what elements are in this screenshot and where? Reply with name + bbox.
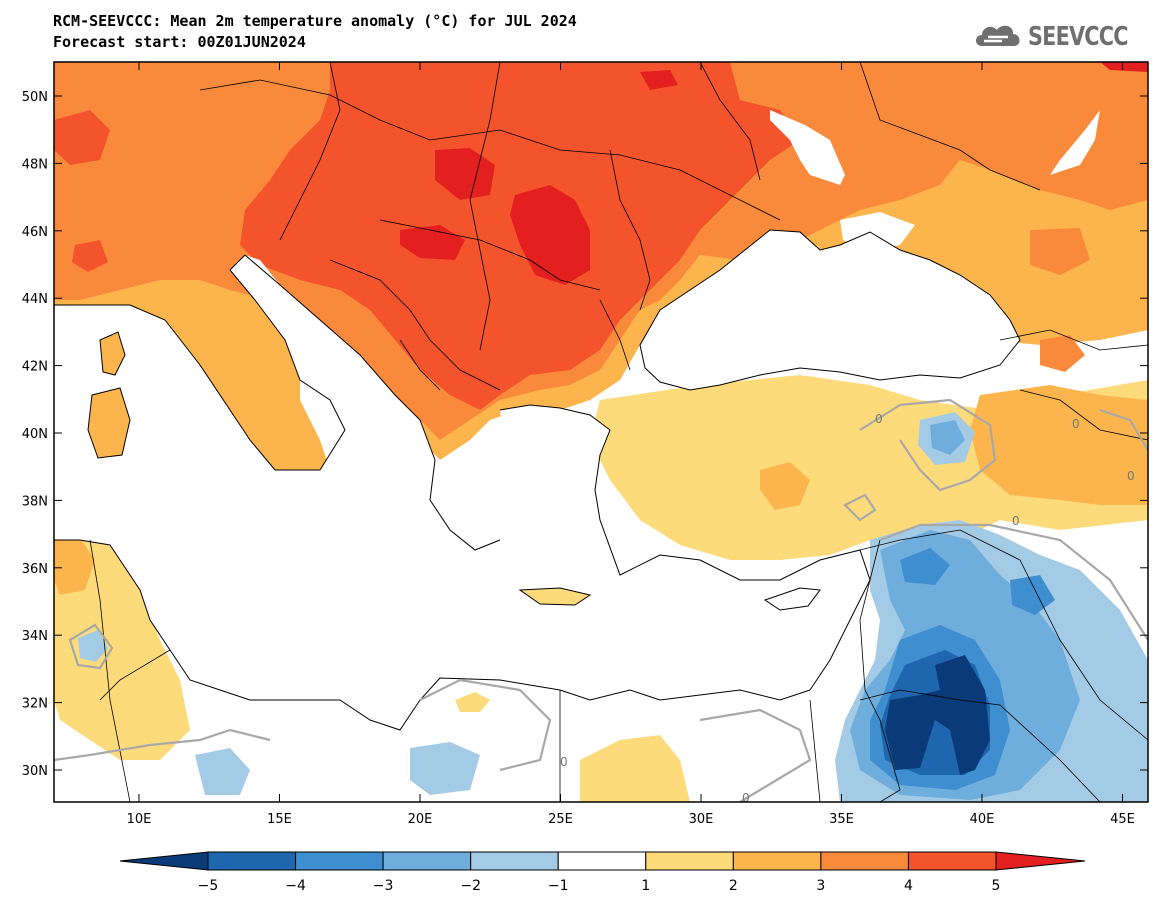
lat-label: 50N [22, 90, 48, 105]
anomaly-band-minus-3-4 [1010, 575, 1055, 615]
lat-label: 42N [22, 360, 48, 375]
lon-label: 15E [267, 812, 292, 827]
anomaly-band-2-3 [970, 385, 1148, 505]
colorbar-segment [470, 851, 559, 871]
lon-label: 35E [829, 812, 854, 827]
dnieper-reservoir [770, 110, 845, 185]
latitude-axis: 50N 48N 46N 44N 42N 40N 38N 36N 34N 32N 30N [22, 90, 1148, 779]
anomaly-band-minus-1-2 [78, 630, 108, 662]
lon-label: 25E [548, 812, 573, 827]
lon-label: 45E [1110, 812, 1135, 827]
lon-label: 10E [127, 812, 152, 827]
anomaly-band-1-2 [580, 735, 690, 802]
adriatic-highlight [245, 255, 370, 395]
colorbar-segment [907, 851, 997, 871]
colorbar-segment [207, 851, 297, 871]
anomaly-band-1-2 [455, 692, 490, 712]
anomaly-band-above-5 [1100, 62, 1148, 72]
black-sea [640, 230, 1020, 390]
aegean-sea [500, 405, 610, 530]
lat-label: 32N [22, 697, 48, 712]
colorbar-label: −3 [373, 878, 394, 894]
contour-label: 0 [1127, 469, 1135, 483]
anomaly-band-minus-1-2 [195, 748, 250, 795]
colorbar-label: −5 [198, 878, 219, 894]
anomaly-band-3-4 [1030, 228, 1090, 275]
lat-label: 46N [22, 225, 48, 240]
zero-contours [54, 398, 1148, 802]
anomaly-band-minus-3-4 [900, 548, 950, 585]
anomaly-band-4-5 [54, 110, 110, 165]
crete [518, 587, 592, 606]
colorbar-segment [732, 851, 822, 871]
colorbar-label: 4 [904, 878, 913, 894]
colorbar-label: 1 [641, 878, 650, 894]
anomaly-band-minus-2-3 [930, 420, 965, 455]
colorbar-segment [645, 851, 734, 871]
contour-label: 0 [560, 755, 568, 769]
chart-title: RCM-SEEVCCC: Mean 2m temperature anomaly… [53, 12, 577, 30]
lon-label: 20E [408, 812, 433, 827]
colorbar-label: −1 [548, 878, 569, 894]
sardinia [87, 387, 131, 459]
contour-label: 0 [742, 791, 750, 805]
lon-label: 30E [689, 812, 714, 827]
longitude-axis: 10E 15E 20E 25E 30E 35E 40E 45E [127, 62, 1135, 827]
colorbar-segment [995, 851, 1086, 871]
colorbar-segment [295, 851, 384, 871]
anomaly-band-above-5 [640, 70, 678, 90]
anomaly-band-2-3 [760, 462, 810, 510]
colorbar-label: 2 [729, 878, 738, 894]
anomaly-band-1-2 [54, 535, 190, 760]
colorbar: −5 −4 −3 −2 −1 1 2 3 4 5 [119, 851, 1086, 894]
contour-label: 0 [875, 412, 883, 426]
mediterranean-sea [54, 255, 870, 730]
azov-sea [840, 212, 915, 250]
colorbar-label: 3 [816, 878, 825, 894]
lon-label: 40E [970, 812, 995, 827]
lat-label: 38N [22, 494, 48, 509]
colorbar-label: 5 [992, 878, 1001, 894]
anomaly-band-2-3 [54, 538, 95, 595]
map-field [54, 62, 1148, 802]
country-borders [89, 62, 1148, 802]
cyprus [763, 587, 821, 611]
contour-labels: 0 0 0 0 0 0 [560, 412, 1135, 805]
colorbar-label: −2 [460, 878, 481, 894]
colorbar-segment [820, 851, 909, 871]
lat-label: 34N [22, 629, 48, 644]
colorbar-segment [382, 851, 472, 871]
lat-label: 30N [22, 764, 48, 779]
seevccc-logo: SEEVCCC [972, 20, 1153, 54]
anomaly-band-below-minus-5 [885, 655, 990, 775]
anomaly-band-minus-1-2 [410, 742, 480, 795]
don-reservoir [1050, 110, 1100, 175]
contour-label: 0 [1072, 417, 1080, 431]
anomaly-band-4-5 [72, 240, 108, 272]
map-frame [53, 61, 1149, 803]
colorbar-segment [119, 851, 209, 871]
colorbar-label: −4 [285, 878, 306, 894]
colorbar-segment [557, 851, 647, 871]
logo-text: SEEVCCC [1028, 22, 1129, 52]
lat-label: 40N [22, 427, 48, 442]
cloud-icon [972, 20, 1024, 54]
lat-label: 44N [22, 292, 48, 307]
lat-label: 36N [22, 562, 48, 577]
anomaly-band-3-4 [1040, 335, 1085, 372]
lat-label: 48N [22, 157, 48, 172]
chart-subtitle: Forecast start: 00Z01JUN2024 [53, 33, 306, 51]
corsica [99, 331, 126, 376]
contour-label: 0 [1012, 514, 1020, 528]
